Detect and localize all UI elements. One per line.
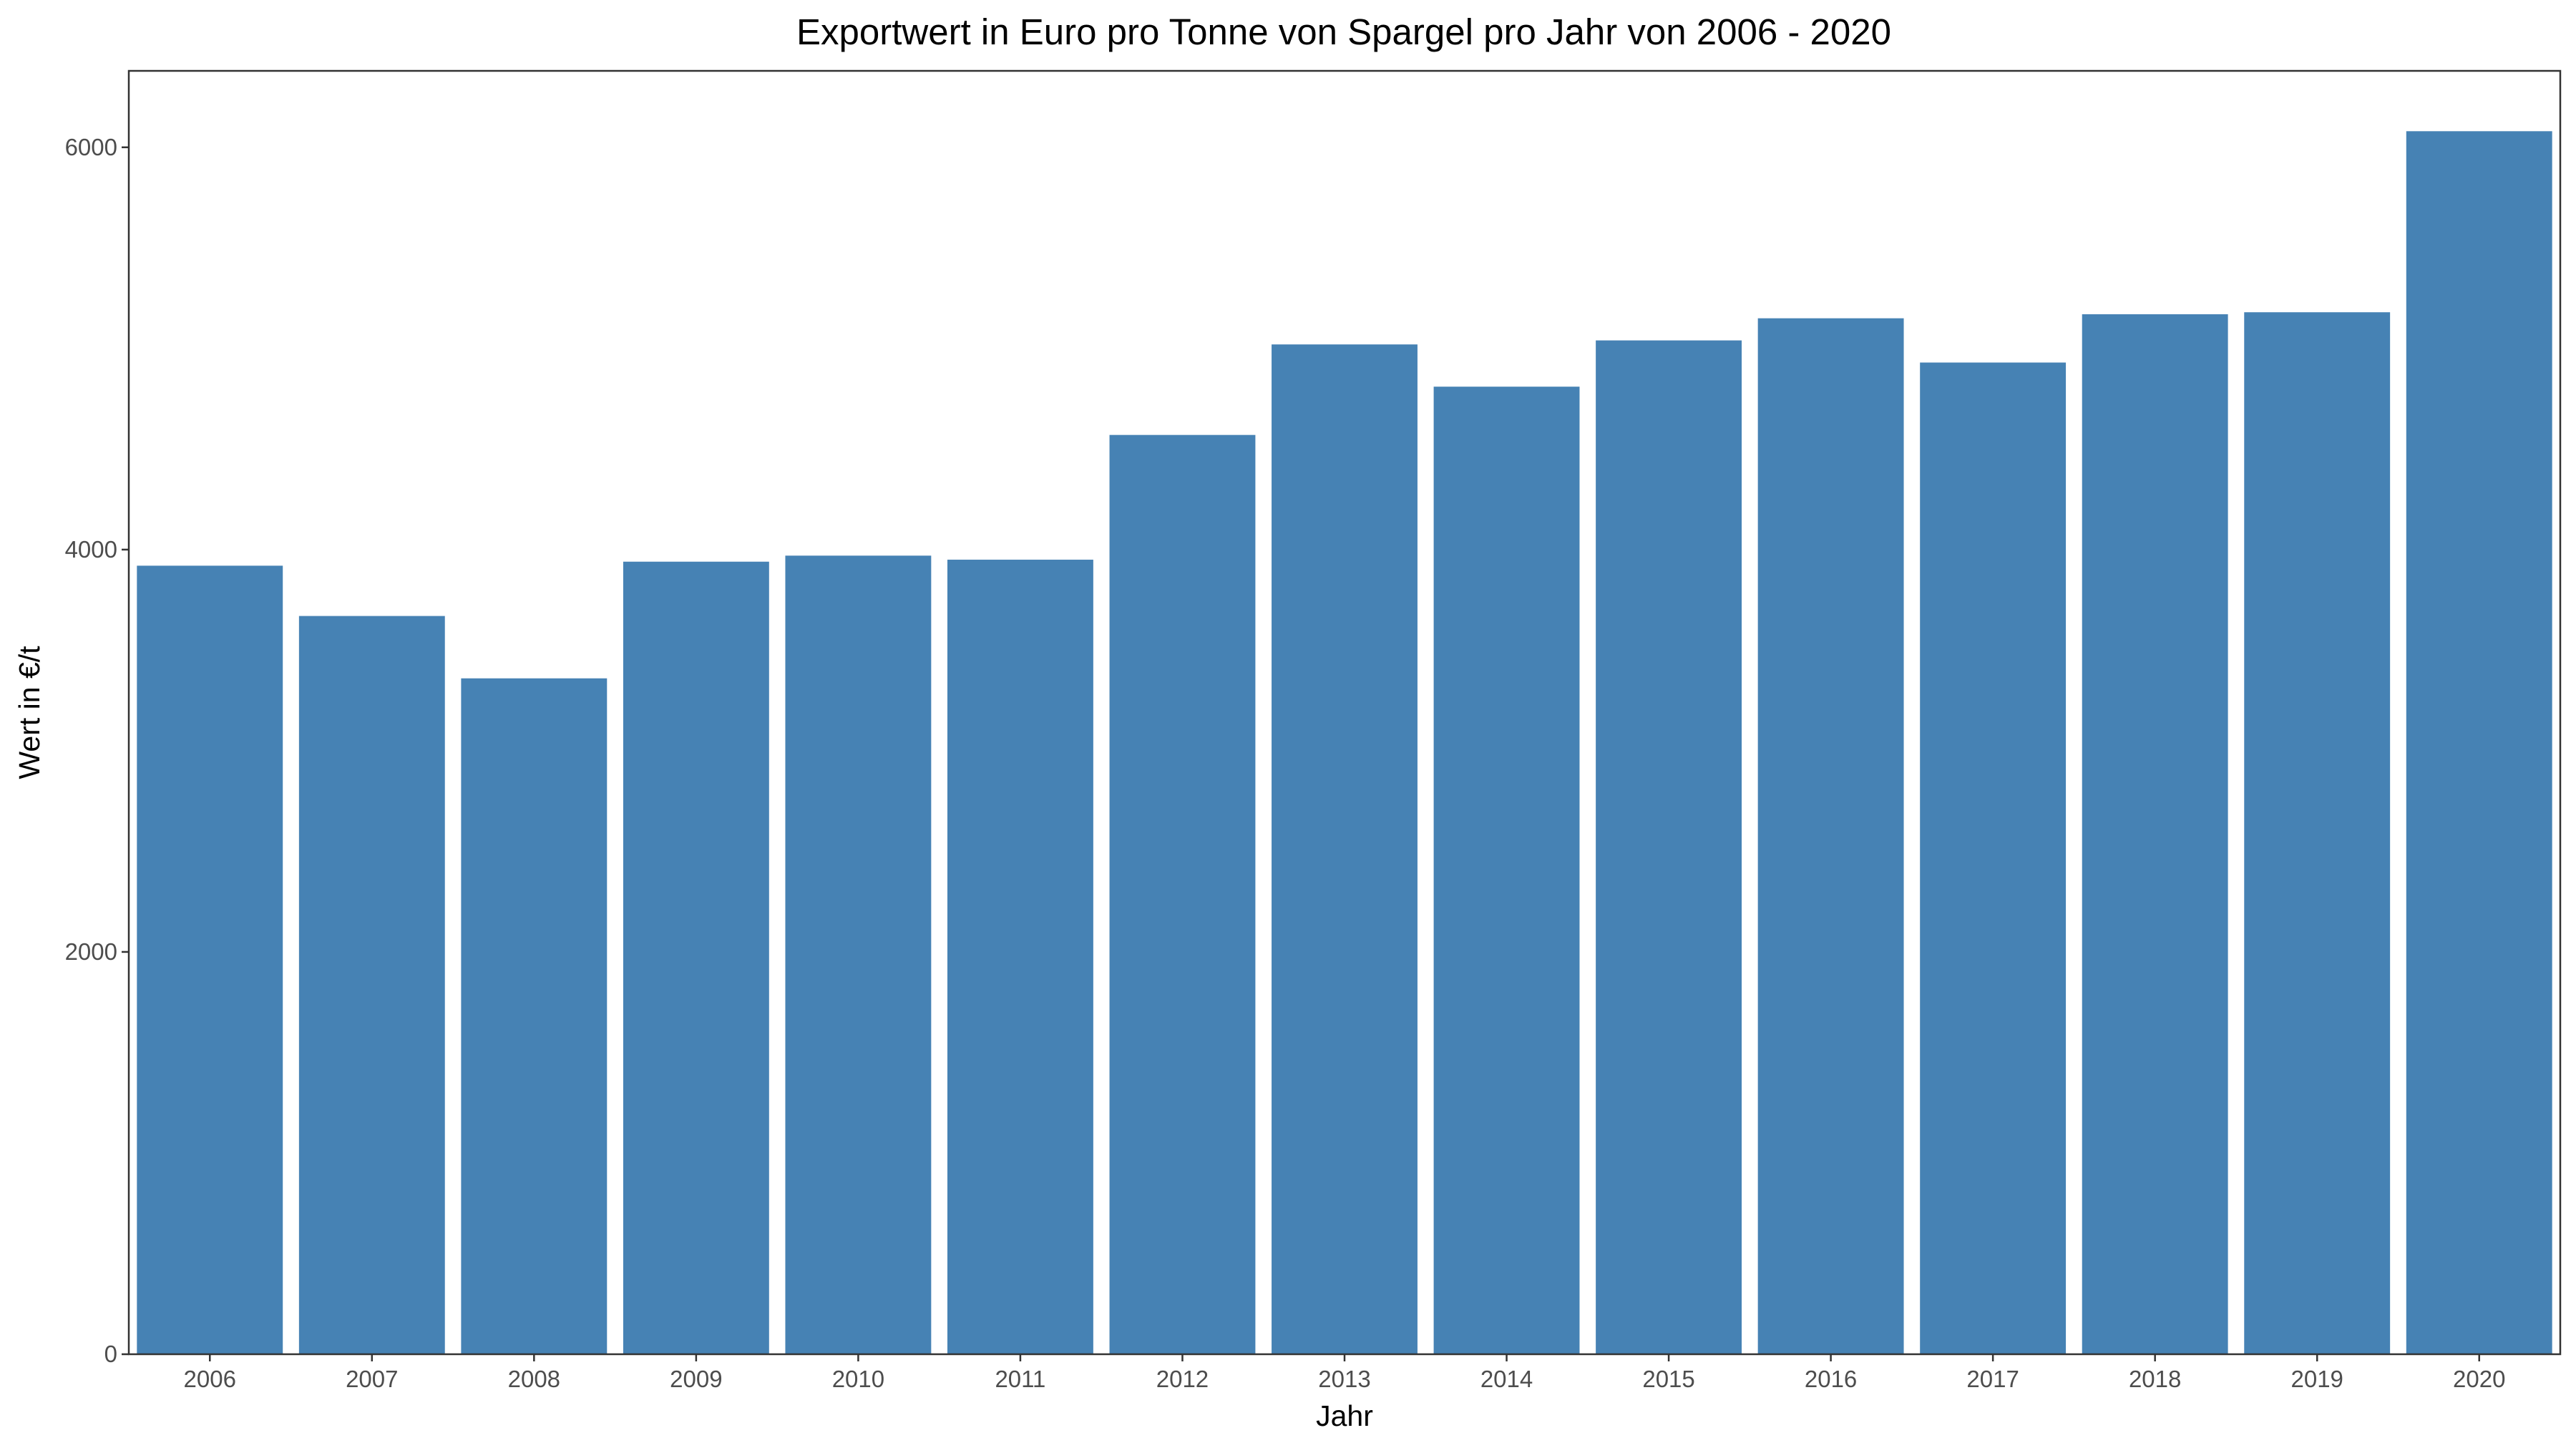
bars-group <box>137 131 2552 1355</box>
x-tick-label: 2009 <box>670 1366 722 1392</box>
x-tick-label: 2018 <box>2129 1366 2181 1392</box>
bar-2020 <box>2406 131 2552 1355</box>
bar-2017 <box>1920 362 2067 1354</box>
x-tick-label: 2020 <box>2453 1366 2505 1392</box>
x-tick-label: 2013 <box>1318 1366 1370 1392</box>
chart-title: Exportwert in Euro pro Tonne von Spargel… <box>796 11 1891 52</box>
x-tick-label: 2017 <box>1966 1366 2019 1392</box>
x-tick-label: 2014 <box>1480 1366 1533 1392</box>
bar-2016 <box>1757 318 1904 1355</box>
bar-2011 <box>947 559 1093 1354</box>
x-tick-label: 2012 <box>1156 1366 1209 1392</box>
x-tick-label: 2019 <box>2290 1366 2343 1392</box>
x-tick-label: 2008 <box>508 1366 560 1392</box>
x-axis: 2006 2007 2008 2009 2010 2011 2012 2013 2014 2015… <box>184 1354 2505 1392</box>
bar-2012 <box>1109 434 1256 1355</box>
bar-2015 <box>1596 340 1742 1355</box>
bar-2014 <box>1433 387 1580 1354</box>
y-tick-label: 6000 <box>65 134 117 160</box>
bar-2018 <box>2082 314 2228 1354</box>
y-axis: 0 2000 4000 6000 <box>65 134 129 1367</box>
y-tick-label: 4000 <box>65 536 117 563</box>
bar-2019 <box>2244 312 2391 1354</box>
bar-2009 <box>623 561 769 1354</box>
x-tick-label: 2016 <box>1805 1366 1857 1392</box>
x-tick-label: 2007 <box>346 1366 398 1392</box>
x-tick-label: 2011 <box>995 1366 1045 1392</box>
y-tick-label: 2000 <box>65 938 117 965</box>
bar-2010 <box>785 555 932 1354</box>
y-tick-label: 0 <box>104 1341 117 1367</box>
x-tick-label: 2015 <box>1642 1366 1694 1392</box>
bar-2007 <box>298 616 445 1354</box>
x-tick-label: 2006 <box>184 1366 236 1392</box>
bar-2013 <box>1272 344 1418 1354</box>
x-axis-title: Jahr <box>1316 1399 1373 1432</box>
bar-2006 <box>137 565 283 1354</box>
bar-2008 <box>461 678 608 1354</box>
y-axis-title: Wert in €/t <box>13 646 46 779</box>
x-tick-label: 2010 <box>832 1366 884 1392</box>
